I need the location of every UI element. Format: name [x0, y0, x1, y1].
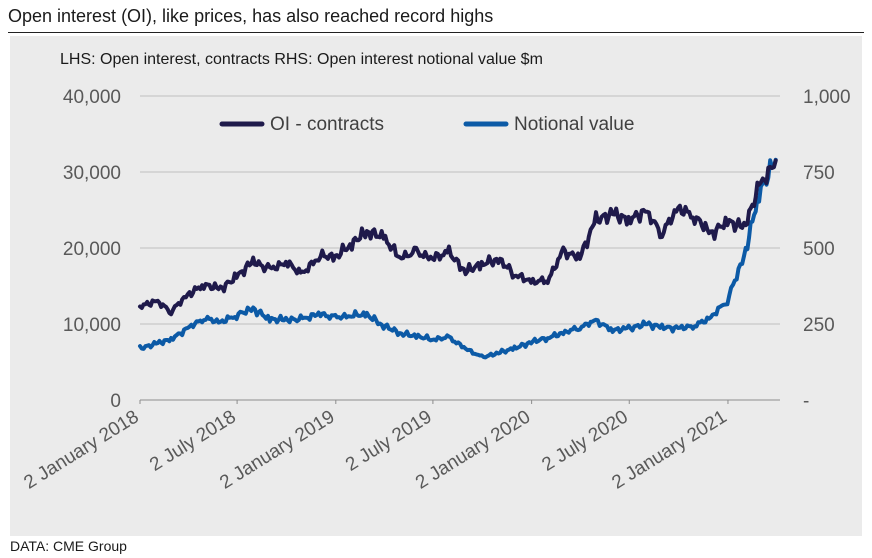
y-axis-right-ticks: - 250 500 750 1,000 [803, 87, 851, 412]
y-tick-left-label: 40,000 [63, 87, 121, 108]
series-lines [138, 157, 778, 360]
title-rule [8, 32, 864, 33]
y-tick-left-label: 10,000 [63, 315, 121, 336]
legend-item-oi-contracts-label: OI - contracts [270, 114, 384, 135]
y-tick-right-label: 750 [803, 163, 835, 184]
x-tick-label: 2 January 2018 [20, 406, 142, 493]
series-line-notional-value [138, 157, 778, 360]
gridlines [140, 95, 780, 401]
y-tick-left-label: 0 [110, 391, 121, 412]
x-tick-label: 2 July 2018 [146, 406, 240, 475]
legend-item-notional-value-label: Notional value [514, 114, 634, 135]
chart-title: Open interest (OI), like prices, has als… [8, 6, 494, 26]
y-axis-left-ticks: 0 10,000 20,000 30,000 40,000 [63, 87, 121, 412]
chart-panel [10, 36, 862, 536]
y-tick-right-label: 250 [803, 315, 835, 336]
x-tick-label: 2 July 2020 [538, 406, 632, 475]
x-tick-label: 2 July 2019 [342, 406, 436, 475]
axis-description: LHS: Open interest, contracts RHS: Open … [60, 51, 543, 68]
legend: OI - contracts Notional value [219, 114, 634, 135]
y-tick-left-label: 30,000 [63, 163, 121, 184]
series-line-oi-contracts [138, 158, 778, 317]
y-tick-right-label: 1,000 [803, 87, 851, 108]
y-tick-right-label: - [803, 391, 809, 412]
data-source: DATA: CME Group [10, 538, 127, 554]
y-tick-left-label: 20,000 [63, 239, 121, 260]
y-tick-right-label: 500 [803, 239, 835, 260]
